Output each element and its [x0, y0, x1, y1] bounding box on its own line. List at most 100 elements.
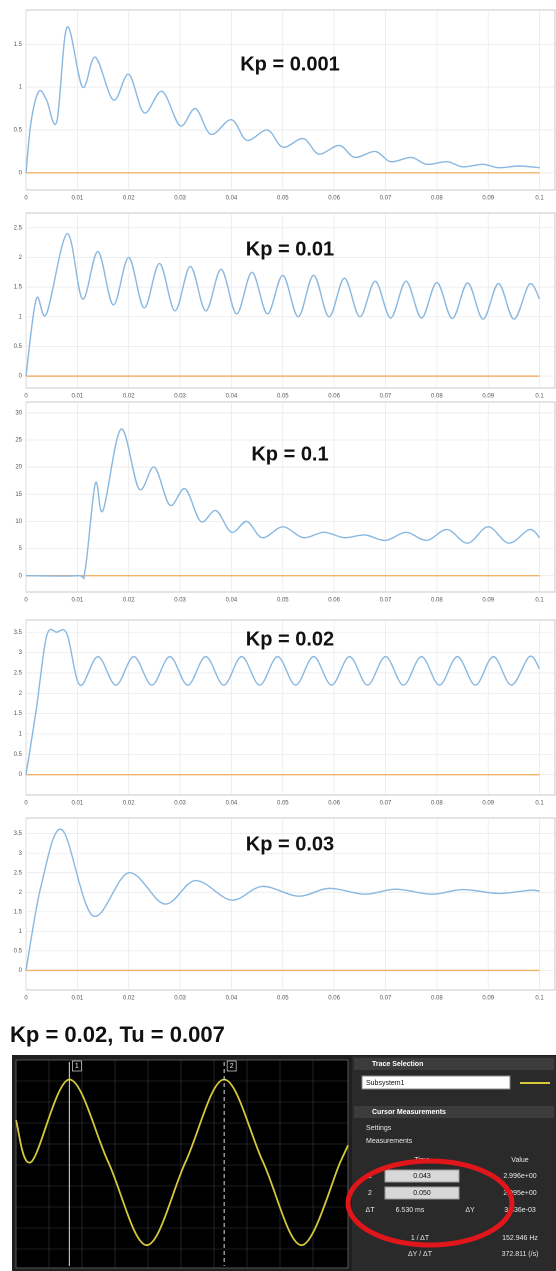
y-tick-label: 10 [15, 519, 22, 525]
y-tick-label: 0 [19, 968, 23, 974]
x-tick-label: 0 [24, 996, 28, 1002]
x-tick-label: 0.01 [72, 996, 84, 1002]
y-tick-label: 2 [19, 255, 23, 261]
chart: 00.511.522.533.500.010.020.030.040.050.0… [14, 818, 555, 1002]
x-tick-label: 0.06 [328, 598, 340, 604]
x-tick-label: 0.07 [380, 394, 392, 400]
y-tick-label: 2 [19, 691, 23, 697]
x-tick-label: 0.01 [72, 801, 84, 807]
plot-area [26, 10, 555, 190]
x-tick-label: 0.01 [72, 394, 84, 400]
x-tick-label: 0.08 [431, 196, 443, 202]
y-tick-label: 1.5 [14, 711, 23, 717]
x-tick-label: 0 [24, 801, 28, 807]
y-tick-label: 1 [19, 314, 23, 320]
chart-title: Kp = 0.01 [246, 238, 334, 260]
chart-title: Kp = 0.001 [240, 53, 340, 75]
x-tick-label: 0.02 [123, 996, 135, 1002]
x-tick-label: 0.08 [431, 801, 443, 807]
y-tick-label: 3 [19, 650, 23, 656]
y-tick-label: 2 [19, 890, 23, 896]
chart: 00.511.500.010.020.030.040.050.060.070.0… [14, 10, 555, 202]
table-cell: 0.043 [413, 1173, 431, 1180]
section-label[interactable]: Settings [366, 1125, 392, 1132]
chart-title: Kp = 0.03 [246, 833, 334, 855]
x-tick-label: 0.06 [328, 801, 340, 807]
y-tick-label: 0 [19, 170, 23, 176]
y-tick-label: 2.5 [14, 670, 23, 676]
y-tick-label: 3 [19, 851, 23, 857]
page: Kp = 0.02, Tu = 0.007 Trace Selection Su… [0, 0, 556, 1271]
x-tick-label: 0.07 [380, 801, 392, 807]
x-tick-label: 0.09 [482, 801, 494, 807]
y-tick-label: 1.5 [14, 909, 23, 915]
x-tick-label: 0.03 [174, 801, 186, 807]
x-tick-label: 0.02 [123, 196, 135, 202]
x-tick-label: 0.09 [482, 196, 494, 202]
x-tick-label: 0.02 [123, 801, 135, 807]
x-tick-label: 0.04 [226, 598, 238, 604]
x-tick-label: 0.05 [277, 598, 289, 604]
table-cell: 6.530 ms [396, 1207, 425, 1214]
x-tick-label: 0.09 [482, 996, 494, 1002]
x-tick-label: 0.1 [535, 996, 544, 1002]
y-tick-label: 0 [19, 374, 23, 380]
heading: Kp = 0.02, Tu = 0.007 [10, 1022, 225, 1047]
table-cell: 0.050 [413, 1190, 431, 1197]
x-tick-label: 0.1 [535, 196, 544, 202]
y-tick-label: 0.5 [14, 948, 23, 954]
x-tick-label: 0.03 [174, 598, 186, 604]
panel-title: Trace Selection [372, 1061, 423, 1068]
x-tick-label: 0.09 [482, 598, 494, 604]
x-tick-label: 0.08 [431, 598, 443, 604]
y-tick-label: 3.5 [14, 831, 23, 837]
table-cell: 2 [368, 1190, 372, 1197]
y-tick-label: 1 [19, 929, 23, 935]
x-tick-label: 0 [24, 394, 28, 400]
y-tick-label: 0 [19, 772, 23, 778]
section-label[interactable]: Measurements [366, 1138, 413, 1145]
x-tick-label: 0.05 [277, 801, 289, 807]
table-header: Value [511, 1157, 528, 1164]
y-tick-label: 15 [15, 492, 22, 498]
x-tick-label: 0.03 [174, 996, 186, 1002]
chart: 0 0.5 1 1.5 2 2.5 3 3.5 0 0.01 0.02 0.03 0.04 0.05 0.0… [14, 620, 555, 807]
y-tick-label: 1.5 [14, 42, 23, 48]
y-tick-label: 0.5 [14, 344, 23, 350]
x-tick-label: 0.02 [123, 598, 135, 604]
table-cell: ΔT [366, 1207, 376, 1214]
chart-title: Kp = 0.1 [251, 443, 328, 465]
table-cell: 2.996e+00 [503, 1173, 536, 1180]
y-tick-label: 3.5 [14, 630, 23, 636]
rate-label: 1 / ΔT [411, 1235, 430, 1242]
x-tick-label: 0 [24, 598, 28, 604]
x-tick-label: 0.02 [123, 394, 135, 400]
y-tick-label: 1 [19, 85, 23, 91]
x-tick-label: 0.1 [535, 394, 544, 400]
x-tick-label: 0.04 [226, 801, 238, 807]
x-tick-label: 0.06 [328, 996, 340, 1002]
x-tick-label: 0.07 [380, 196, 392, 202]
y-tick-label: 2.5 [14, 870, 23, 876]
x-tick-label: 0.01 [72, 598, 84, 604]
x-tick-label: 0.05 [277, 394, 289, 400]
y-tick-label: 0.5 [14, 752, 23, 758]
x-tick-label: 0.08 [431, 996, 443, 1002]
y-tick-label: 5 [19, 546, 23, 552]
y-tick-label: 30 [15, 410, 22, 416]
panel-title: Cursor Measurements [372, 1109, 446, 1116]
x-tick-label: 0.1 [535, 598, 544, 604]
x-tick-label: 0.05 [277, 996, 289, 1002]
y-tick-label: 1 [19, 732, 23, 738]
cursor-label: 1 [75, 1063, 79, 1070]
y-tick-label: 0 [19, 573, 23, 579]
x-tick-label: 0.06 [328, 394, 340, 400]
x-tick-label: 0.04 [226, 196, 238, 202]
x-tick-label: 0.05 [277, 196, 289, 202]
chart-title: Kp = 0.02 [246, 628, 334, 650]
x-tick-label: 0.04 [226, 394, 238, 400]
y-tick-label: 25 [15, 438, 22, 444]
x-tick-label: 0.03 [174, 196, 186, 202]
